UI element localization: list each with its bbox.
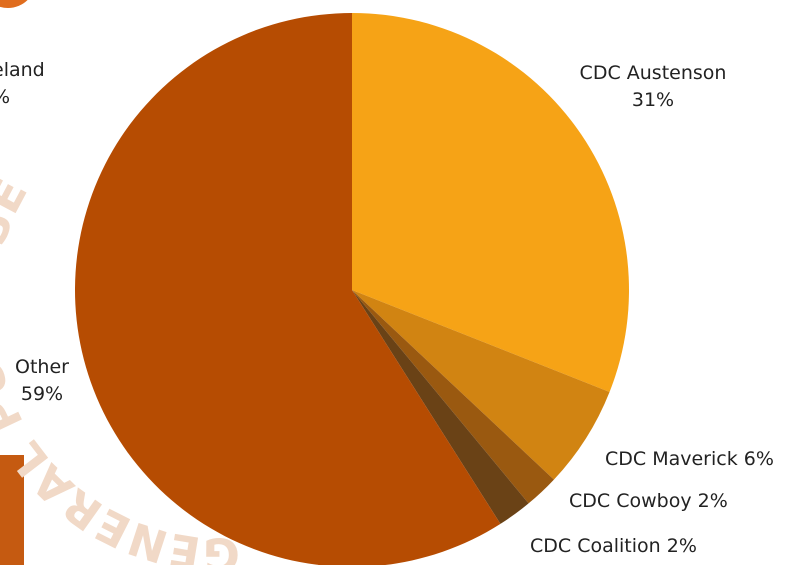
label-maverick: CDC Maverick 6% [605, 448, 774, 470]
label-other-name: Other [15, 356, 69, 378]
label-austenson-name: CDC Austenson [580, 62, 727, 84]
label-cowboy-name: CDC Cowboy [569, 490, 692, 512]
slice-maverick [352, 290, 610, 480]
label-cowboy-value: 2% [698, 490, 728, 512]
label-maverick-value: 6% [744, 448, 774, 470]
label-coalition-name: CDC Coalition [530, 535, 661, 557]
label-coalition: CDC Coalition 2% [530, 535, 697, 557]
pie-slices [75, 13, 630, 565]
slice-austenson [352, 13, 630, 392]
corner-circle-icon [0, 0, 28, 8]
label-maverick-name: CDC Maverick [605, 448, 738, 470]
slice-other [75, 13, 501, 565]
label-coalition-value: 2% [667, 535, 697, 557]
partial-label-line2: % [0, 86, 10, 108]
label-cowboy: CDC Cowboy 2% [569, 490, 728, 512]
orange-block [0, 455, 24, 565]
slice-coalition [352, 290, 529, 524]
label-other-value: 59% [21, 383, 63, 405]
partial-label-line1: eland [0, 59, 45, 81]
label-austenson-value: 31% [632, 89, 674, 111]
slice-cowboy [352, 290, 554, 504]
